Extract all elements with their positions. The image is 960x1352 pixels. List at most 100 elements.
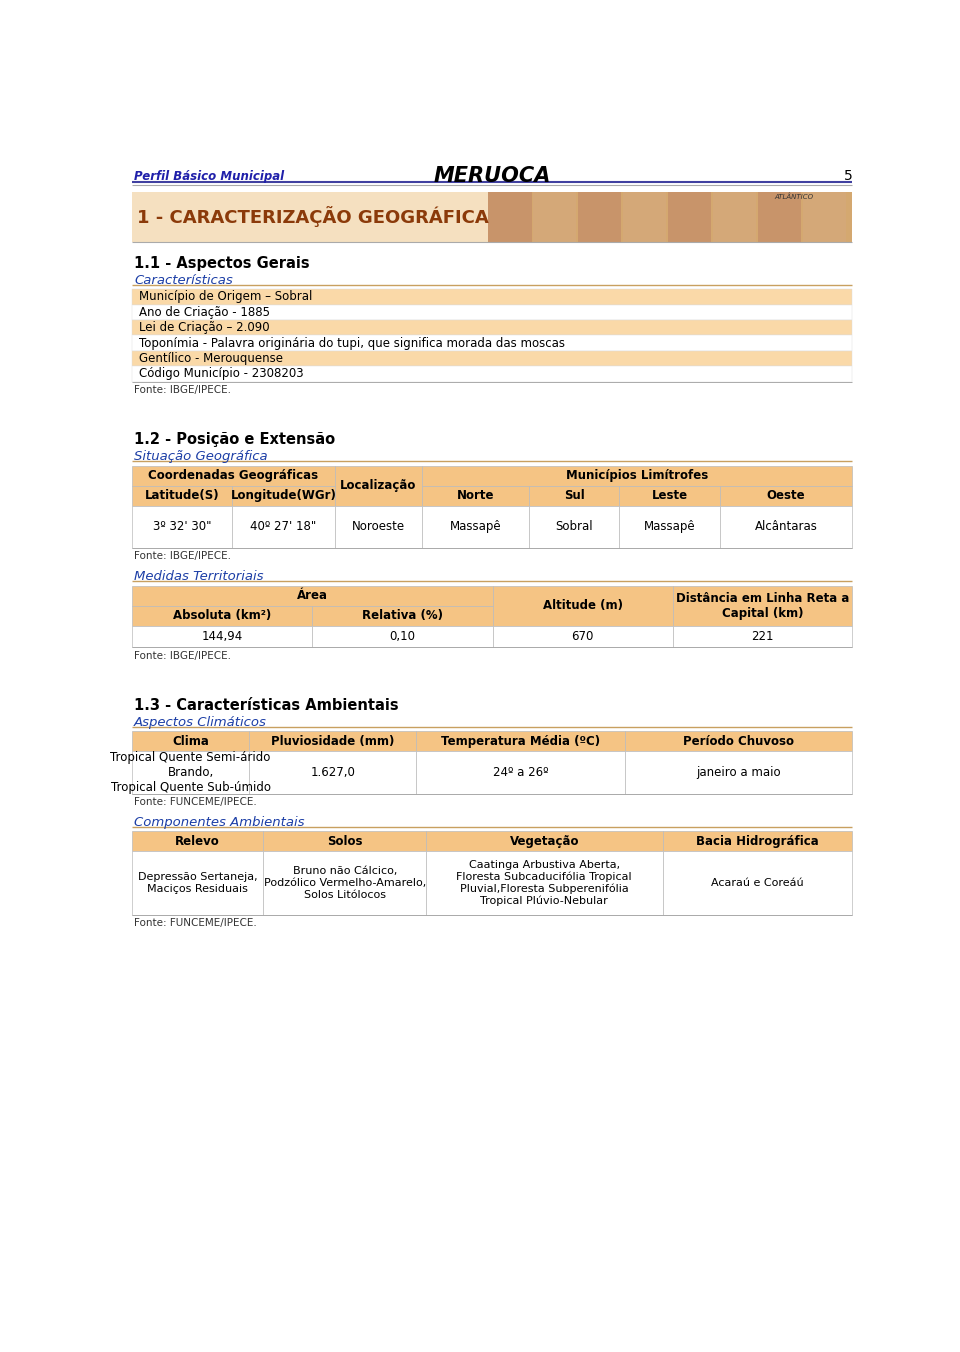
Bar (263, 852, 426, 914)
Bar (492, 585, 673, 626)
Bar (263, 831, 426, 852)
Bar (529, 485, 619, 506)
Text: 1.1 - Aspectos Gerais: 1.1 - Aspectos Gerais (134, 256, 309, 270)
Bar (426, 852, 662, 914)
Bar (312, 606, 492, 626)
Bar (335, 506, 422, 548)
Bar (713, 192, 756, 242)
Text: Bruno não Cálcico,
Podzólico Vermelho-Amarelo,
Solos Litólocos: Bruno não Cálcico, Podzólico Vermelho-Am… (264, 867, 426, 899)
Text: 24º a 26º: 24º a 26º (492, 767, 548, 779)
Text: 5: 5 (844, 169, 852, 183)
Text: Norte: Norte (457, 489, 494, 502)
Text: Leste: Leste (652, 489, 687, 502)
Text: Depressão Sertaneja,
Maciços Residuais: Depressão Sertaneja, Maciços Residuais (137, 872, 257, 894)
Text: Fonte: IBGE/IPECE.: Fonte: IBGE/IPECE. (134, 650, 231, 661)
Text: Oeste: Oeste (767, 489, 805, 502)
Bar (250, 731, 416, 752)
Bar (720, 485, 852, 506)
Text: 1.3 - Características Ambientais: 1.3 - Características Ambientais (134, 698, 398, 713)
Text: 144,94: 144,94 (202, 630, 243, 644)
Bar (232, 506, 335, 548)
Text: 40º 27' 18": 40º 27' 18" (251, 521, 317, 533)
Text: MERUOCA: MERUOCA (433, 166, 551, 187)
Bar (488, 192, 532, 242)
Text: Fonte: FUNCEME/IPECE.: Fonte: FUNCEME/IPECE. (134, 798, 256, 807)
Text: Caatinga Arbustiva Aberta,
Floresta Subcaducifólia Tropical
Pluvial,Floresta Sub: Caatinga Arbustiva Aberta, Floresta Subc… (457, 860, 632, 906)
Bar (132, 852, 263, 914)
Bar (422, 485, 529, 506)
Text: Medidas Territoriais: Medidas Territoriais (134, 571, 263, 583)
Bar (619, 506, 720, 548)
Text: Toponímia - Palavra originária do tupi, que significa morada das moscas: Toponímia - Palavra originária do tupi, … (139, 337, 565, 350)
Bar (757, 192, 802, 242)
Text: Latitude(S): Latitude(S) (145, 489, 219, 502)
Bar (578, 192, 621, 242)
Text: Clima: Clima (172, 734, 209, 748)
Text: Tropical Quente Semi-árido
Brando,
Tropical Quente Sub-úmido: Tropical Quente Semi-árido Brando, Tropi… (110, 750, 271, 794)
Bar (312, 626, 492, 648)
Bar (426, 831, 662, 852)
Text: Situação Geográfica: Situação Geográfica (134, 450, 268, 462)
Text: Pluviosidade (mm): Pluviosidade (mm) (271, 734, 395, 748)
Text: Sul: Sul (564, 489, 585, 502)
Bar (492, 626, 673, 648)
Bar (232, 485, 335, 506)
Bar (132, 320, 852, 335)
Bar (132, 465, 335, 485)
Bar (132, 335, 852, 352)
Bar (720, 506, 852, 548)
Bar (132, 506, 232, 548)
Text: Código Município - 2308203: Código Município - 2308203 (139, 368, 304, 380)
Bar (132, 585, 492, 606)
Text: Fonte: IBGE/IPECE.: Fonte: IBGE/IPECE. (134, 385, 231, 395)
Bar (132, 289, 852, 304)
Bar (132, 304, 852, 320)
Text: Perfil Básico Municipal: Perfil Básico Municipal (134, 169, 284, 183)
Bar (132, 485, 232, 506)
Text: Massapê: Massapê (643, 521, 695, 533)
Text: Relevo: Relevo (175, 836, 220, 848)
Text: Relativa (%): Relativa (%) (362, 610, 443, 622)
Text: Vegetação: Vegetação (510, 836, 579, 848)
Bar (673, 626, 852, 648)
Text: Período Chuvoso: Período Chuvoso (684, 734, 794, 748)
Bar (132, 606, 312, 626)
Text: Sobral: Sobral (555, 521, 593, 533)
Text: Fonte: IBGE/IPECE.: Fonte: IBGE/IPECE. (134, 552, 231, 561)
Bar (132, 192, 488, 242)
Bar (625, 731, 852, 752)
Text: Temperatura Média (ºC): Temperatura Média (ºC) (441, 734, 600, 748)
Bar (619, 485, 720, 506)
Bar (416, 752, 625, 794)
Text: Fonte: FUNCEME/IPECE.: Fonte: FUNCEME/IPECE. (134, 918, 256, 927)
Bar (668, 192, 711, 242)
Bar (422, 465, 852, 485)
Text: Massapê: Massapê (450, 521, 501, 533)
Text: 3º 32' 30": 3º 32' 30" (153, 521, 211, 533)
Text: 1.2 - Posição e Extensão: 1.2 - Posição e Extensão (134, 431, 335, 448)
Bar (335, 465, 422, 506)
Bar (132, 366, 852, 381)
Text: Distância em Linha Reta a
Capital (km): Distância em Linha Reta a Capital (km) (676, 592, 850, 619)
Bar (662, 852, 852, 914)
Bar (673, 585, 852, 626)
Text: 1.627,0: 1.627,0 (310, 767, 355, 779)
Bar (416, 731, 625, 752)
Text: 1 - CARACTERIZAÇÃO GEOGRÁFICA: 1 - CARACTERIZAÇÃO GEOGRÁFICA (137, 206, 489, 227)
Bar (662, 831, 852, 852)
Bar (422, 506, 529, 548)
Text: Lei de Criação – 2.090: Lei de Criação – 2.090 (139, 322, 270, 334)
Text: Solos: Solos (327, 836, 363, 848)
Text: Longitude(WGr): Longitude(WGr) (230, 489, 336, 502)
Text: janeiro a maio: janeiro a maio (697, 767, 781, 779)
Bar (488, 192, 852, 242)
Text: Gentílico - Merouquense: Gentílico - Merouquense (139, 352, 283, 365)
Bar (132, 731, 250, 752)
Bar (488, 192, 852, 242)
Text: ATLÂNTICO: ATLÂNTICO (775, 193, 814, 200)
Text: Absoluta (km²): Absoluta (km²) (173, 610, 271, 622)
Text: Município de Origem – Sobral: Município de Origem – Sobral (139, 291, 313, 303)
Bar (623, 192, 666, 242)
Text: Localização: Localização (340, 479, 417, 492)
Bar (803, 192, 846, 242)
